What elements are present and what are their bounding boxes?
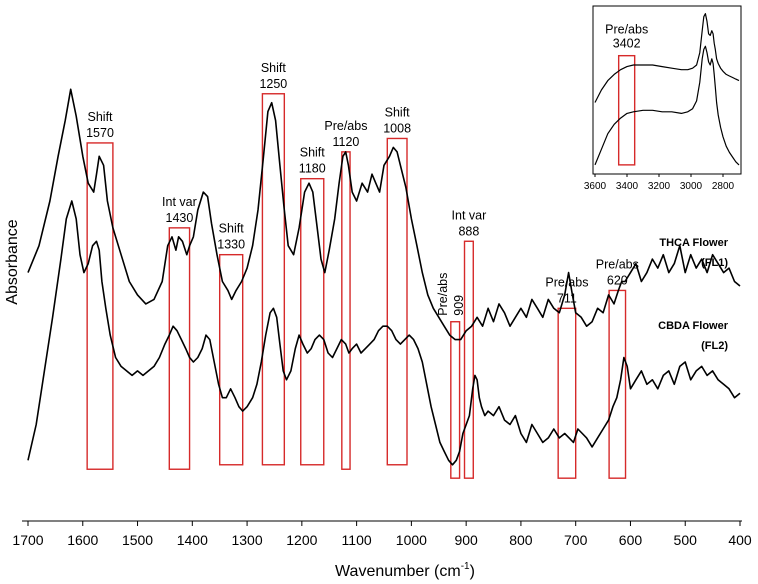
annotation-label-1120: Pre/abs 1120 xyxy=(324,119,367,149)
annotation-wavenumber: 1430 xyxy=(166,211,194,225)
annotation-wavenumber: 888 xyxy=(458,224,479,238)
annotation-label-711: Pre/abs 711 xyxy=(545,275,588,305)
x-tick-label: 1300 xyxy=(231,532,262,548)
inset-x-axis-ticks: 3600 3400 3200 3000 2800 xyxy=(584,174,735,192)
annotation-kind: Pre/abs xyxy=(324,119,367,133)
x-tick-label: 1100 xyxy=(342,532,372,548)
inset-annotation-box-3402 xyxy=(617,54,636,166)
x-tick-label: 700 xyxy=(564,532,588,548)
annotation-label-1570: Shift 1570 xyxy=(86,110,114,140)
annotation-box-1180 xyxy=(300,177,325,466)
x-tick-label: 600 xyxy=(619,532,643,548)
x-tick-label: 1500 xyxy=(122,532,153,548)
inset-annotation-kind: Pre/abs xyxy=(605,23,648,37)
annotation-kind: Shift xyxy=(219,222,245,236)
series-label-code: (FL1) xyxy=(701,257,728,269)
annotation-kind: Shift xyxy=(300,146,326,160)
annotation-wavenumber: 1180 xyxy=(299,162,326,176)
x-axis-title-sup: -1 xyxy=(461,561,470,572)
inset-frame xyxy=(592,5,742,175)
annotation-kind: Pre/abs xyxy=(436,273,450,316)
annotation-wavenumber: 1570 xyxy=(86,126,114,140)
annotation-wavenumber: 909 xyxy=(452,295,466,316)
annotation-box-1570 xyxy=(86,142,114,470)
series-line-thca-flower-fl1 xyxy=(27,88,741,341)
annotation-wavenumber: 1008 xyxy=(383,121,411,135)
inset-x-tick-label: 2800 xyxy=(712,181,735,192)
series-label-name: THCA Flower xyxy=(659,237,728,249)
annotation-label-1180: Shift 1180 xyxy=(299,146,326,176)
annotation-label-888: Int var 888 xyxy=(452,208,487,238)
x-axis-ticks: 1700 1600 1500 1400 1300 1200 1100 1000 900 800 70… xyxy=(12,521,752,548)
annotation-kind: Shift xyxy=(88,110,114,124)
x-tick-label: 800 xyxy=(509,532,533,548)
annotation-label-1008: Shift 1008 xyxy=(383,105,411,135)
x-axis-title-close: ) xyxy=(470,563,475,580)
inset-annotation-wavenumber: 3402 xyxy=(613,37,641,51)
annotation-kind: Shift xyxy=(261,61,287,75)
series-label-code: (FL2) xyxy=(701,340,728,352)
series-label-name: CBDA Flower xyxy=(658,320,729,332)
x-axis-title-text: Wavenumber (cm xyxy=(335,563,461,580)
inset-x-tick-label: 3600 xyxy=(584,181,607,192)
annotation-label-1330: Shift 1330 xyxy=(217,222,245,252)
y-axis-title: Absorbance xyxy=(4,219,21,304)
annotation-kind: Pre/abs xyxy=(545,275,588,289)
annotation-kind: Int var xyxy=(452,208,487,222)
annotation-label-1250: Shift 1250 xyxy=(259,61,287,91)
annotation-label-909: Pre/abs 909 xyxy=(436,273,466,316)
annotation-wavenumber: 1330 xyxy=(217,238,245,252)
inset-x-tick-label: 3200 xyxy=(648,181,671,192)
x-tick-label: 900 xyxy=(454,532,478,548)
annotation-box-1430 xyxy=(168,227,191,470)
annotation-wavenumber: 1120 xyxy=(332,135,359,149)
x-tick-label: 1200 xyxy=(286,532,317,548)
series-label-thca-flower-fl1: THCA Flower (FL1) xyxy=(659,237,728,269)
series-labels: THCA Flower (FL1) CBDA Flower (FL2) xyxy=(658,237,729,352)
annotation-box-909 xyxy=(450,321,461,479)
x-tick-label: 1700 xyxy=(12,532,43,548)
inset-series-line-thca-flower-fl1 xyxy=(594,13,740,103)
x-axis-title: Wavenumber (cm-1) xyxy=(335,561,475,580)
annotation-box-711 xyxy=(557,307,577,479)
x-tick-label: 500 xyxy=(674,532,698,548)
x-tick-label: 1400 xyxy=(177,532,208,548)
annotation-label-1430: Int var 1430 xyxy=(162,195,197,225)
inset-annotation-box xyxy=(617,54,636,166)
annotation-box-1330 xyxy=(218,253,244,466)
annotation-wavenumber: 620 xyxy=(607,273,628,287)
inset-spectra-lines xyxy=(594,13,740,166)
annotation-box-1120 xyxy=(341,151,351,470)
annotation-box-1250 xyxy=(261,93,286,466)
annotation-boxes xyxy=(86,93,627,479)
annotation-wavenumber: 711 xyxy=(557,291,577,305)
annotation-box-620 xyxy=(608,289,627,479)
series-line-cbda-flower-fl2 xyxy=(27,200,741,466)
main-plot: 1700 1600 1500 1400 1300 1200 1100 1000 900 800 70… xyxy=(12,61,751,548)
annotation-kind: Int var xyxy=(162,195,197,209)
annotation-label-620: Pre/abs 620 xyxy=(596,257,639,287)
inset-series-line-cbda-flower-fl2 xyxy=(594,45,740,166)
annotation-box-888 xyxy=(463,240,474,479)
annotation-kind: Pre/abs xyxy=(596,257,639,271)
inset-x-tick-label: 3400 xyxy=(616,181,639,192)
x-tick-label: 1600 xyxy=(67,532,98,548)
x-tick-label: 400 xyxy=(728,532,752,548)
spectra-lines xyxy=(27,88,741,466)
annotation-kind: Shift xyxy=(385,105,411,119)
x-tick-label: 1000 xyxy=(396,532,427,548)
annotation-wavenumber: 1250 xyxy=(259,77,287,91)
annotation-box-1008 xyxy=(386,137,408,466)
series-label-cbda-flower-fl2: CBDA Flower (FL2) xyxy=(658,320,729,352)
inset-x-tick-label: 3000 xyxy=(680,181,703,192)
